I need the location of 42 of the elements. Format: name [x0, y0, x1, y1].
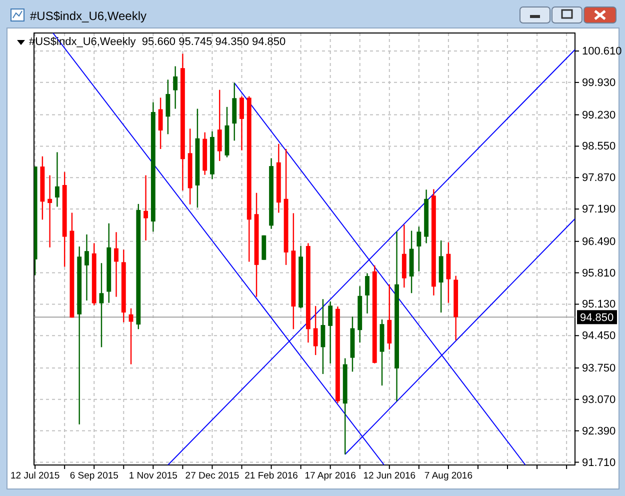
- candlestick: [173, 66, 178, 110]
- x-tick-label: 7 Aug 2016: [424, 470, 472, 482]
- candlestick: [240, 96, 244, 151]
- candlestick: [313, 305, 318, 356]
- candlestick: [166, 79, 170, 135]
- y-tick-label: 94.450: [582, 330, 616, 342]
- candlestick: [387, 284, 392, 350]
- x-tick-label: 17 Apr 2016: [304, 470, 356, 482]
- y-tick-label: 95.810: [582, 267, 616, 280]
- y-tick-label: 97.190: [582, 204, 616, 216]
- x-tick-label: 1 Nov 2015: [128, 470, 178, 482]
- candlestick: [328, 300, 333, 364]
- x-tick-label: 21 Feb 2016: [244, 470, 298, 482]
- candlestick: [84, 234, 89, 302]
- y-tick-label: 96.490: [582, 236, 616, 248]
- chart-title: #US$indx_U6,Weekly: [30, 9, 147, 23]
- x-tick-label: 27 Dec 2015: [185, 470, 240, 482]
- candlestick: [99, 262, 104, 348]
- y-tick-label: 98.550: [582, 140, 616, 153]
- candlestick: [114, 232, 118, 298]
- x-tick-label: 12 Jun 2016: [363, 470, 416, 482]
- candlestick: [48, 174, 52, 248]
- y-tick-label: 91.710: [582, 456, 616, 469]
- y-tick-label: 99.930: [582, 76, 616, 89]
- x-tick-label: 12 Jul 2015: [10, 470, 60, 482]
- y-tick-label: 100.610: [582, 46, 622, 58]
- candlestick: [416, 226, 422, 272]
- ref-line-label: 94.850: [580, 312, 614, 324]
- y-tick-label: 92.390: [582, 425, 616, 438]
- candlestick: [128, 308, 134, 365]
- candlestick: [54, 152, 60, 208]
- y-tick-label: 93.070: [582, 394, 616, 406]
- y-tick-label: 97.870: [582, 172, 616, 184]
- y-tick-label: 99.230: [582, 109, 616, 122]
- candlestick: [320, 298, 326, 375]
- candlestick: [365, 272, 370, 314]
- candlestick: [158, 97, 163, 150]
- candlestick: [217, 89, 222, 162]
- y-tick-label: 93.750: [582, 362, 616, 374]
- candlestick: [144, 174, 148, 242]
- x-tick-label: 6 Sep 2015: [70, 470, 118, 482]
- y-tick-label: 95.130: [582, 298, 616, 311]
